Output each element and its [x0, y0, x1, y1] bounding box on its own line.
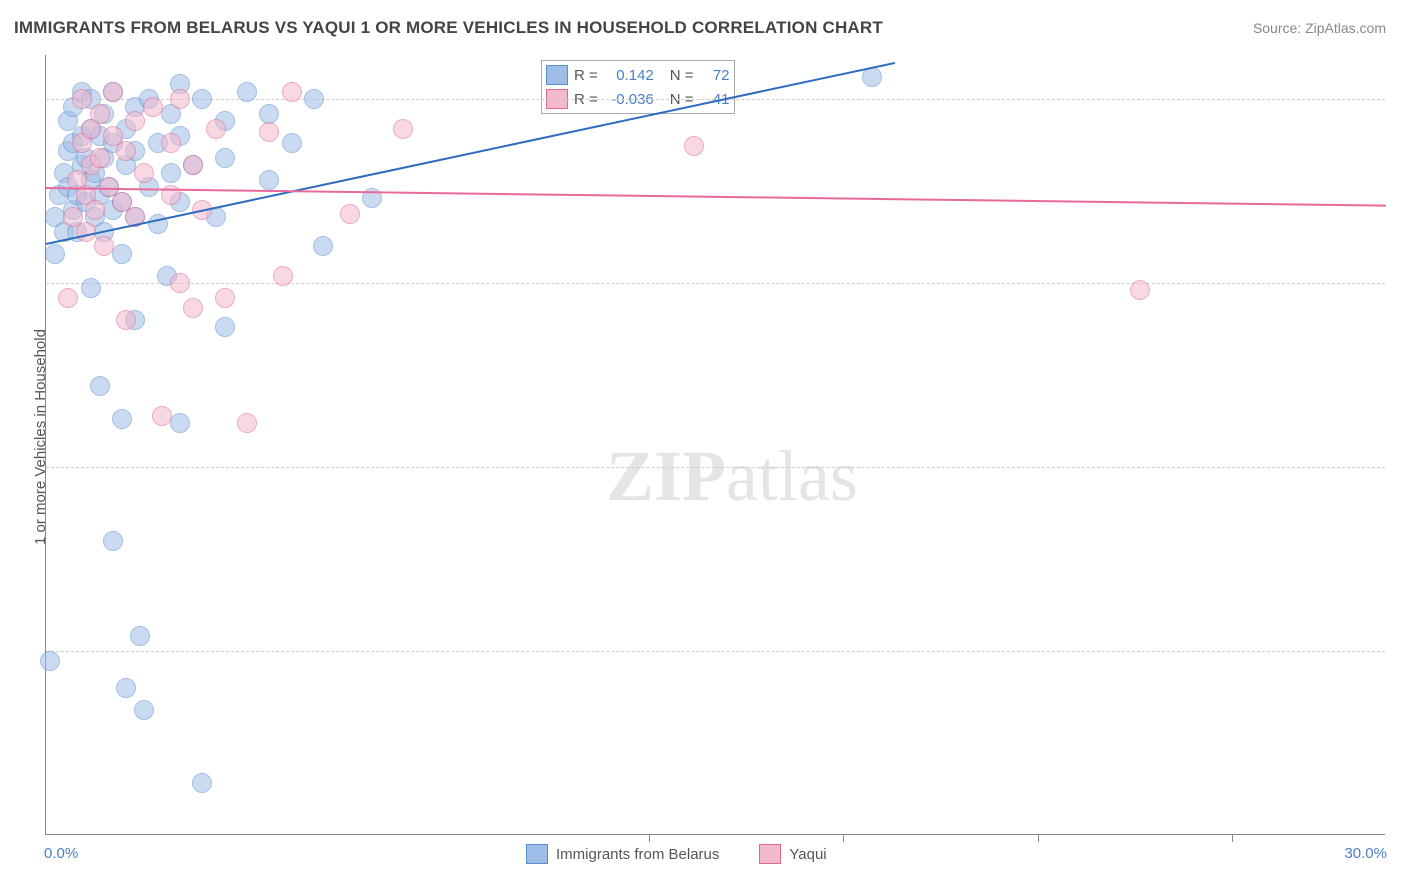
scatter-point: [116, 678, 136, 698]
scatter-point: [134, 700, 154, 720]
watermark-rest: atlas: [726, 436, 858, 516]
r-value: 0.142: [604, 67, 654, 84]
trend-line: [46, 187, 1386, 207]
scatter-point: [273, 266, 293, 286]
scatter-point: [134, 163, 154, 183]
scatter-point: [304, 89, 324, 109]
legend-swatch: [526, 844, 548, 864]
gridline-horizontal: [46, 467, 1385, 468]
scatter-point: [90, 148, 110, 168]
scatter-point: [90, 376, 110, 396]
scatter-point: [161, 163, 181, 183]
y-tick-label: 100.0%: [1393, 91, 1406, 108]
x-tick-mark: [843, 834, 844, 842]
series-swatch: [546, 65, 568, 85]
source-attribution: Source: ZipAtlas.com: [1253, 20, 1386, 36]
scatter-point: [170, 89, 190, 109]
scatter-point: [125, 111, 145, 131]
scatter-point: [170, 273, 190, 293]
scatter-point: [192, 773, 212, 793]
legend-label: Immigrants from Belarus: [556, 846, 719, 863]
n-label: N =: [670, 67, 694, 84]
scatter-point: [116, 141, 136, 161]
legend-swatch: [759, 844, 781, 864]
scatter-point: [143, 97, 163, 117]
scatter-point: [259, 122, 279, 142]
scatter-point: [81, 278, 101, 298]
scatter-point: [259, 170, 279, 190]
scatter-point: [313, 236, 333, 256]
scatter-point: [183, 155, 203, 175]
scatter-point: [1130, 280, 1150, 300]
scatter-point: [40, 651, 60, 671]
y-tick-label: 62.5%: [1393, 643, 1406, 660]
x-tick-label: 0.0%: [44, 845, 78, 862]
y-tick-label: 75.0%: [1393, 459, 1406, 476]
scatter-point: [58, 288, 78, 308]
scatter-point: [192, 89, 212, 109]
scatter-point: [130, 626, 150, 646]
x-tick-mark: [649, 834, 650, 842]
scatter-point: [76, 222, 96, 242]
x-tick-mark: [1232, 834, 1233, 842]
legend-item: Immigrants from Belarus: [526, 844, 719, 864]
scatter-point: [85, 200, 105, 220]
stats-row: R = 0.142 N = 72: [546, 63, 730, 87]
legend-label: Yaqui: [789, 846, 826, 863]
scatter-point: [215, 148, 235, 168]
scatter-point: [393, 119, 413, 139]
legend: Immigrants from Belarus Yaqui: [526, 844, 827, 864]
correlation-stats-box: R =0.142N =72R =-0.036N =41: [541, 60, 735, 114]
scatter-point: [45, 244, 65, 264]
scatter-plot-area: ZIPatlas R =0.142N =72R =-0.036N =41 Imm…: [45, 55, 1385, 835]
scatter-point: [340, 204, 360, 224]
n-value: 72: [700, 67, 730, 84]
scatter-point: [282, 133, 302, 153]
gridline-horizontal: [46, 651, 1385, 652]
watermark-bold: ZIP: [606, 436, 726, 516]
scatter-point: [103, 531, 123, 551]
scatter-point: [103, 82, 123, 102]
scatter-point: [161, 133, 181, 153]
x-tick-label: 30.0%: [1344, 845, 1387, 862]
scatter-point: [282, 82, 302, 102]
scatter-point: [152, 406, 172, 426]
scatter-point: [112, 409, 132, 429]
scatter-point: [215, 288, 235, 308]
watermark: ZIPatlas: [606, 435, 858, 518]
scatter-point: [684, 136, 704, 156]
y-tick-label: 87.5%: [1393, 275, 1406, 292]
scatter-point: [237, 82, 257, 102]
x-tick-mark: [1038, 834, 1039, 842]
scatter-point: [72, 89, 92, 109]
gridline-horizontal: [46, 283, 1385, 284]
scatter-point: [215, 317, 235, 337]
r-label: R =: [574, 67, 598, 84]
scatter-point: [112, 244, 132, 264]
scatter-point: [237, 413, 257, 433]
scatter-point: [116, 310, 136, 330]
scatter-point: [90, 104, 110, 124]
scatter-point: [170, 413, 190, 433]
scatter-point: [183, 298, 203, 318]
chart-title: IMMIGRANTS FROM BELARUS VS YAQUI 1 OR MO…: [14, 18, 883, 38]
scatter-point: [94, 236, 114, 256]
legend-item: Yaqui: [759, 844, 826, 864]
scatter-point: [206, 119, 226, 139]
